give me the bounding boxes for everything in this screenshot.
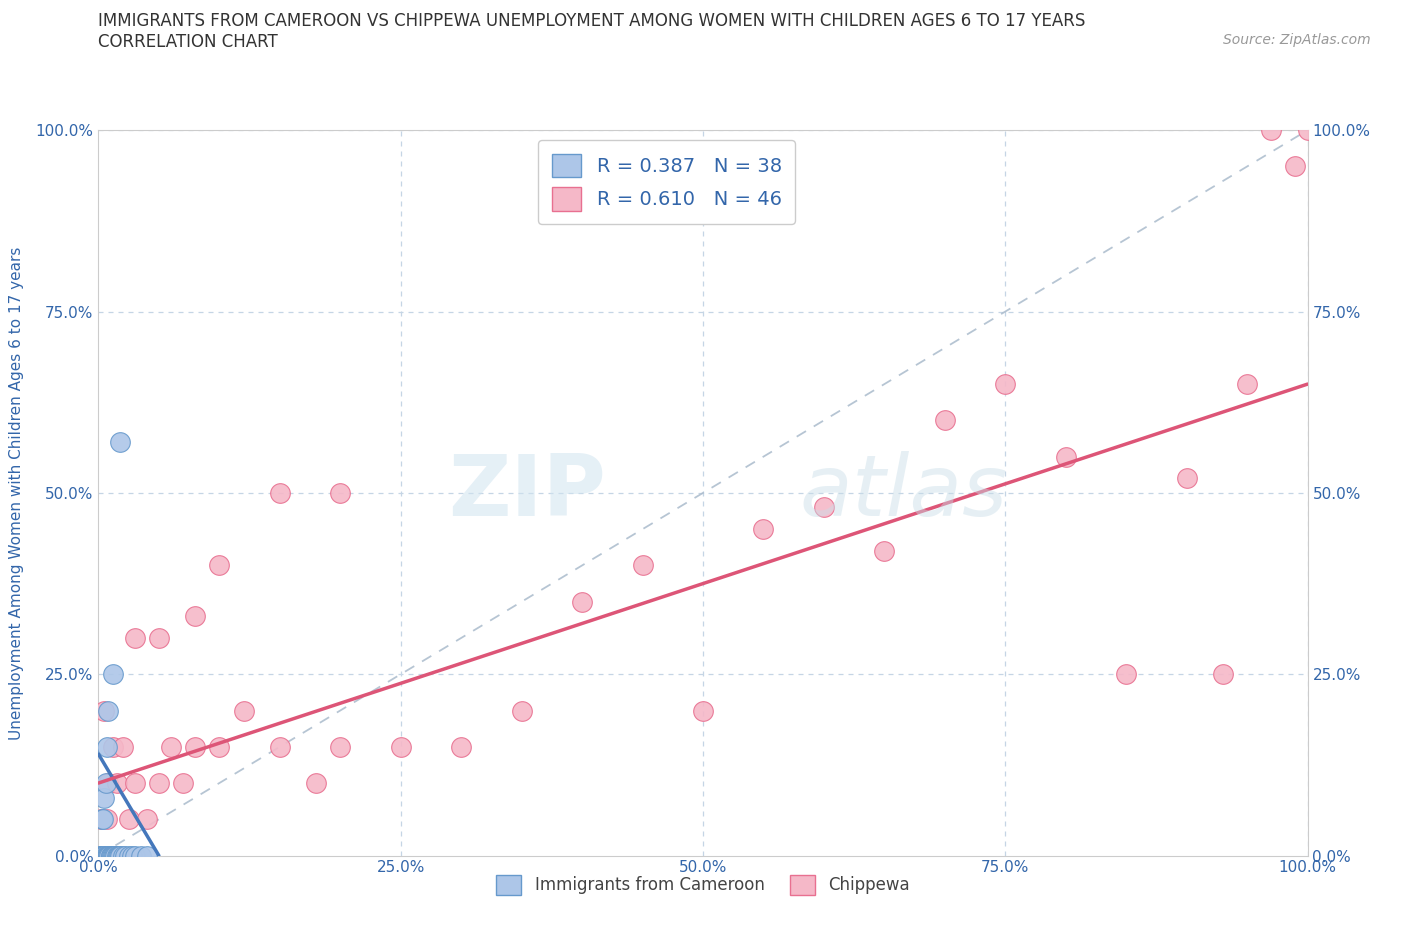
Text: IMMIGRANTS FROM CAMEROON VS CHIPPEWA UNEMPLOYMENT AMONG WOMEN WITH CHILDREN AGES: IMMIGRANTS FROM CAMEROON VS CHIPPEWA UNE… — [98, 12, 1085, 30]
Point — [571, 594, 593, 609]
Point — [1260, 123, 1282, 138]
Point — [111, 848, 134, 863]
Point — [269, 739, 291, 754]
Point — [208, 739, 231, 754]
Point — [105, 776, 128, 790]
Point — [93, 848, 115, 863]
Point — [91, 848, 114, 863]
Point — [90, 812, 112, 827]
Point — [101, 667, 124, 682]
Point — [1115, 667, 1137, 682]
Point — [121, 848, 143, 863]
Point — [114, 848, 136, 863]
Point — [1236, 377, 1258, 392]
Point — [96, 812, 118, 827]
Point — [94, 776, 117, 790]
Point — [135, 812, 157, 827]
Point — [129, 848, 152, 863]
Point — [100, 848, 122, 863]
Point — [107, 848, 129, 863]
Point — [172, 776, 194, 790]
Point — [100, 848, 122, 863]
Point — [232, 703, 254, 718]
Point — [148, 776, 170, 790]
Point — [90, 848, 112, 863]
Point — [124, 776, 146, 790]
Point — [692, 703, 714, 718]
Point — [510, 703, 533, 718]
Point — [450, 739, 472, 754]
Point — [96, 739, 118, 754]
Point — [91, 812, 114, 827]
Point — [1284, 159, 1306, 174]
Point — [105, 848, 128, 863]
Point — [93, 848, 115, 863]
Legend: Immigrants from Cameroon, Chippewa: Immigrants from Cameroon, Chippewa — [489, 868, 917, 902]
Point — [97, 848, 120, 863]
Point — [269, 485, 291, 500]
Point — [100, 848, 122, 863]
Point — [329, 739, 352, 754]
Point — [103, 848, 125, 863]
Point — [111, 739, 134, 754]
Point — [91, 812, 114, 827]
Y-axis label: Unemployment Among Women with Children Ages 6 to 17 years: Unemployment Among Women with Children A… — [10, 246, 24, 739]
Point — [93, 703, 115, 718]
Point — [108, 848, 131, 863]
Point — [91, 848, 114, 863]
Text: atlas: atlas — [800, 451, 1008, 535]
Point — [305, 776, 328, 790]
Point — [89, 848, 111, 863]
Point — [135, 848, 157, 863]
Point — [329, 485, 352, 500]
Point — [1175, 471, 1198, 485]
Point — [97, 703, 120, 718]
Point — [93, 790, 115, 805]
Point — [118, 848, 141, 863]
Point — [1212, 667, 1234, 682]
Point — [118, 812, 141, 827]
Point — [97, 776, 120, 790]
Point — [813, 500, 835, 515]
Point — [1296, 123, 1319, 138]
Point — [91, 848, 114, 863]
Point — [97, 848, 120, 863]
Point — [98, 848, 121, 863]
Point — [94, 848, 117, 863]
Point — [631, 558, 654, 573]
Point — [101, 739, 124, 754]
Text: ZIP: ZIP — [449, 451, 606, 535]
Point — [90, 848, 112, 863]
Point — [389, 739, 412, 754]
Point — [124, 848, 146, 863]
Point — [208, 558, 231, 573]
Point — [873, 543, 896, 558]
Point — [96, 848, 118, 863]
Point — [108, 434, 131, 449]
Point — [994, 377, 1017, 392]
Text: Source: ZipAtlas.com: Source: ZipAtlas.com — [1223, 33, 1371, 46]
Point — [752, 522, 775, 537]
Point — [124, 631, 146, 645]
Point — [104, 848, 127, 863]
Point — [148, 631, 170, 645]
Point — [1054, 449, 1077, 464]
Point — [108, 848, 131, 863]
Point — [100, 848, 122, 863]
Point — [934, 413, 956, 428]
Point — [184, 609, 207, 624]
Text: CORRELATION CHART: CORRELATION CHART — [98, 33, 278, 50]
Point — [101, 848, 124, 863]
Point — [160, 739, 183, 754]
Point — [184, 739, 207, 754]
Point — [91, 848, 114, 863]
